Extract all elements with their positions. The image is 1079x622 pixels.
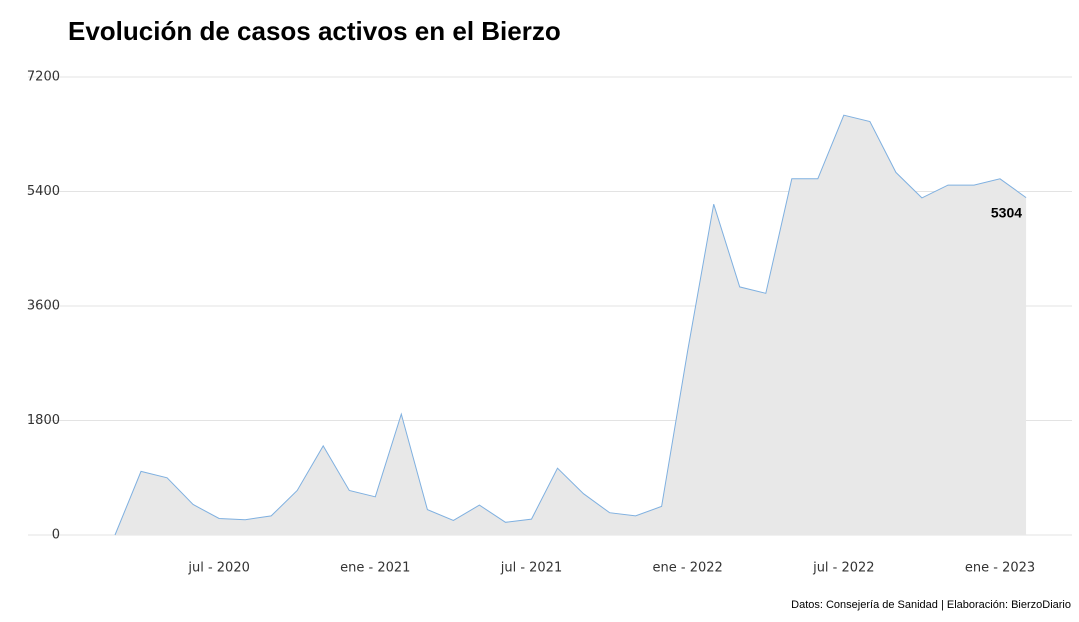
source: Datos: Consejería de Sanidad | Elaboraci… xyxy=(791,599,1071,611)
x-tick-label: ene - 2022 xyxy=(653,561,723,576)
x-tick-label: ene - 2023 xyxy=(965,561,1035,576)
x-tick-label: jul - 2022 xyxy=(812,561,875,576)
y-tick-label: 3600 xyxy=(27,299,60,314)
area xyxy=(115,115,1027,535)
value-label: 5304 xyxy=(991,204,1022,220)
x-tick-label: ene - 2021 xyxy=(340,561,410,576)
x-tick-label: jul - 2020 xyxy=(187,561,250,576)
y-tick-label: 1800 xyxy=(27,413,60,428)
y-tick-label: 5400 xyxy=(27,184,60,199)
y-tick-label: 0 xyxy=(52,528,60,543)
chart-title: Evolución de casos activos en el Bierzo xyxy=(68,16,561,46)
x-tick-label: jul - 2021 xyxy=(500,561,563,576)
line xyxy=(114,114,1027,536)
y-tick-label: 7200 xyxy=(27,70,60,85)
